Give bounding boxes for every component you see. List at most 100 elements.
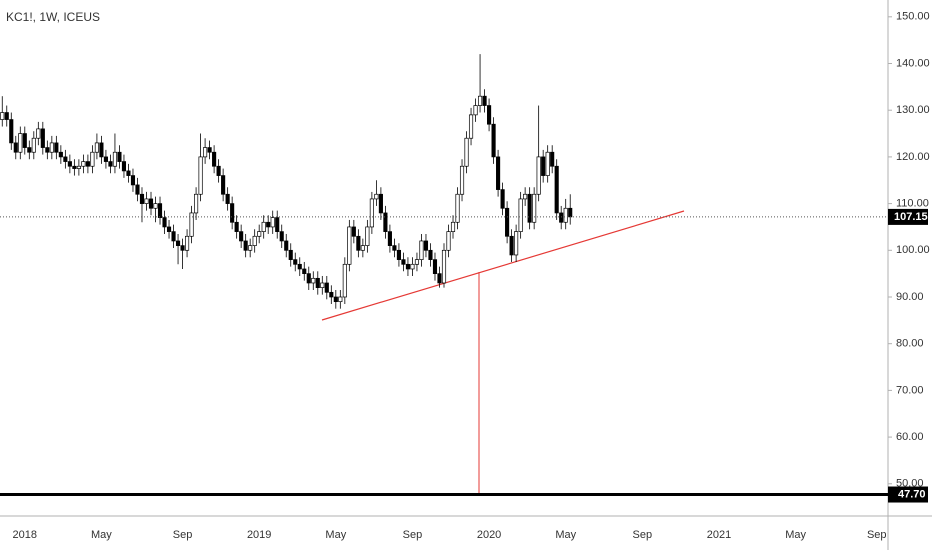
candle-body	[509, 235, 514, 256]
candle-body	[302, 268, 307, 274]
candle-body	[559, 212, 564, 223]
candle-body	[279, 231, 284, 242]
candle-body	[207, 147, 212, 153]
x-tick-label: 2020	[477, 529, 501, 541]
candle-body	[459, 165, 465, 195]
candle-body	[541, 156, 546, 176]
candle-body	[293, 259, 298, 265]
candle-body	[90, 151, 95, 167]
candle-body	[315, 277, 320, 289]
candle-body	[203, 147, 208, 158]
candle-body	[568, 207, 573, 218]
candle-body	[514, 231, 519, 256]
candle-body	[54, 142, 59, 153]
candle-body	[157, 203, 163, 218]
candle-body	[252, 235, 257, 246]
candle-body	[216, 165, 221, 176]
candle-body	[464, 137, 469, 167]
candle-body	[324, 282, 329, 293]
x-tick-label: Sep	[403, 529, 423, 541]
candle-body	[505, 207, 510, 237]
candle-body	[482, 95, 487, 106]
candle-body	[297, 263, 302, 270]
candle-body	[437, 273, 442, 284]
candle-body	[221, 175, 226, 195]
candle-body	[266, 221, 271, 228]
candle-body	[180, 245, 185, 251]
candle-body	[455, 193, 460, 223]
candle-body	[9, 119, 14, 144]
y-tick-label: 120.00	[896, 151, 930, 163]
candle-body	[18, 133, 23, 153]
candle-body	[496, 156, 501, 190]
y-tick-label: 60.00	[896, 431, 924, 443]
candle-body	[194, 193, 199, 214]
trend-line	[321, 210, 685, 321]
x-tick-label: Sep	[867, 529, 887, 541]
y-tick-label: 150.00	[896, 11, 930, 23]
candle-body	[261, 221, 266, 232]
candle-body	[112, 151, 118, 167]
candle-body	[85, 161, 90, 167]
candle-body	[27, 147, 32, 153]
level-box	[888, 486, 928, 503]
y-tick-label: 70.00	[896, 384, 924, 396]
candle-body	[428, 249, 433, 260]
x-tick-label: Sep	[173, 529, 193, 541]
x-tick-label: 2018	[13, 529, 37, 541]
candle-body	[527, 193, 532, 223]
candle-body	[257, 231, 262, 237]
candle-body	[31, 137, 36, 153]
candle-body	[175, 240, 181, 246]
candle-body	[338, 296, 343, 303]
candle-body	[103, 156, 108, 162]
candle-body	[396, 249, 401, 260]
candle-body	[189, 212, 194, 237]
candle-body	[441, 249, 447, 284]
candle-body	[230, 203, 235, 223]
candle-body	[166, 226, 172, 232]
candle-body	[63, 156, 68, 162]
candle-body	[121, 161, 127, 172]
candle-body	[117, 151, 122, 162]
candle-body	[383, 212, 388, 232]
candle-body	[347, 226, 352, 265]
candle-body	[329, 291, 334, 298]
candle-body	[58, 151, 63, 158]
candle-body	[275, 217, 280, 232]
candle-body	[545, 151, 550, 176]
candle-body	[171, 231, 176, 242]
y-tick-label: 90.00	[896, 291, 924, 303]
candle-body	[67, 161, 72, 167]
candle-body	[468, 114, 474, 139]
candle-body	[40, 128, 45, 148]
candle-body	[45, 147, 50, 153]
y-tick-label: 110.00	[896, 198, 929, 210]
candle-body	[36, 128, 41, 139]
chart-title: KC1!, 1W, ICEUS	[6, 10, 100, 24]
candle-body	[518, 198, 523, 232]
candle-body	[491, 123, 496, 158]
candle-body	[72, 165, 77, 169]
candle-body	[94, 142, 99, 153]
candle-body	[126, 170, 131, 176]
candle-body	[153, 203, 158, 209]
candle-body	[270, 217, 275, 228]
level-label: 47.70	[898, 488, 926, 500]
candle-body	[130, 175, 136, 186]
candle-body	[81, 161, 86, 167]
candle-body	[22, 133, 27, 148]
candle-body	[550, 151, 555, 167]
candle-body	[185, 235, 190, 251]
x-tick-label: 2021	[707, 529, 731, 541]
candle-body	[225, 193, 230, 204]
candle-body	[0, 112, 5, 120]
candle-body	[356, 235, 361, 251]
candle-body	[523, 193, 528, 200]
candle-body	[49, 142, 54, 153]
candle-body	[387, 231, 392, 246]
candle-body	[198, 156, 203, 195]
candle-body	[99, 142, 104, 158]
candle-body	[351, 226, 356, 237]
candle-body	[4, 112, 9, 120]
